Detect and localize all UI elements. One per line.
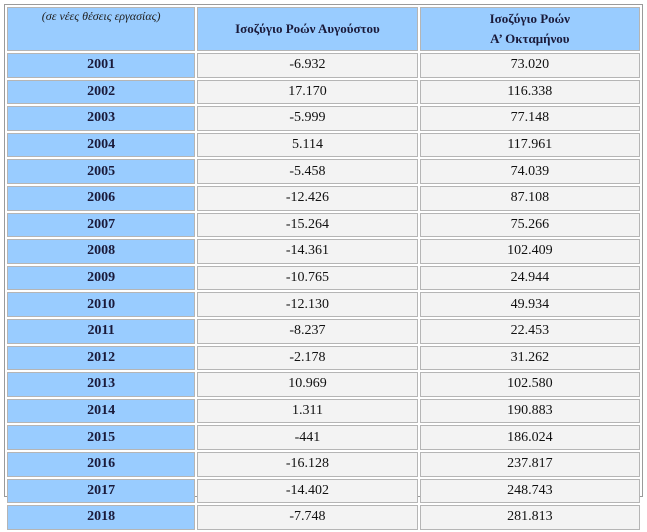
value-cell: 49.934 [419,292,640,317]
header-cell: (σε νέες θέσεις εργασίας) [7,7,196,51]
value-cell: 281.813 [419,505,640,530]
table-row: 2015 -441 186.024 [7,425,640,450]
year-cell: 2009 [7,265,196,291]
table-row: 2007 -15.264 75.266 [7,212,640,238]
year-cell: 2002 [7,79,196,105]
table-row: 2010 -12.130 49.934 [7,292,640,317]
year-cell: 2014 [7,398,196,424]
header-cell: Ισοζύγιο Ροών Αυγούστου [197,7,418,51]
value-cell: 10.969 [197,372,418,397]
year-cell: 2013 [7,372,196,397]
year-cell: 2016 [7,451,196,477]
table-row: 2004 5.114 117.961 [7,132,640,158]
header-row: (σε νέες θέσεις εργασίας) Ισοζύγιο Ροών … [7,7,640,51]
table-row: 2001 -6.932 73.020 [7,53,640,78]
table-row: 2011 -8.237 22.453 [7,318,640,344]
value-cell: 102.409 [419,239,640,264]
table-row: 2016 -16.128 237.817 [7,451,640,477]
year-cell: 2010 [7,292,196,317]
value-cell: 5.114 [197,132,418,158]
value-cell: -5.458 [197,159,418,184]
value-cell: -14.402 [197,478,418,504]
data-table: (σε νέες θέσεις εργασίας) Ισοζύγιο Ροών … [5,5,642,532]
value-cell: -10.765 [197,265,418,291]
year-cell: 2007 [7,212,196,238]
year-cell: 2005 [7,159,196,184]
year-cell: 2011 [7,318,196,344]
value-cell: -441 [197,425,418,450]
value-cell: 24.944 [419,265,640,291]
header-cell: Ισοζύγιο Ροών Α’ Οκταμήνου [419,7,640,51]
value-cell: -12.426 [197,185,418,211]
value-cell: 31.262 [419,345,640,371]
table-row: 2005 -5.458 74.039 [7,159,640,184]
table-body: (σε νέες θέσεις εργασίας) Ισοζύγιο Ροών … [7,7,640,530]
year-cell: 2006 [7,185,196,211]
table-row: 2017 -14.402 248.743 [7,478,640,504]
value-cell: -7.748 [197,505,418,530]
value-cell: 87.108 [419,185,640,211]
year-cell: 2017 [7,478,196,504]
year-cell: 2004 [7,132,196,158]
value-cell: 248.743 [419,478,640,504]
value-cell: -14.361 [197,239,418,264]
year-cell: 2018 [7,505,196,530]
table-row: 2012 -2.178 31.262 [7,345,640,371]
value-cell: -5.999 [197,106,418,131]
table-row: 2008 -14.361 102.409 [7,239,640,264]
table-row: 2013 10.969 102.580 [7,372,640,397]
value-cell: 75.266 [419,212,640,238]
year-cell: 2015 [7,425,196,450]
value-cell: -2.178 [197,345,418,371]
table-row: 2014 1.311 190.883 [7,398,640,424]
year-cell: 2012 [7,345,196,371]
value-cell: 237.817 [419,451,640,477]
value-cell: 73.020 [419,53,640,78]
value-cell: 74.039 [419,159,640,184]
table-row: 2009 -10.765 24.944 [7,265,640,291]
value-cell: -15.264 [197,212,418,238]
year-cell: 2001 [7,53,196,78]
table-row: 2006 -12.426 87.108 [7,185,640,211]
table-frame: (σε νέες θέσεις εργασίας) Ισοζύγιο Ροών … [4,4,643,530]
value-cell: 77.148 [419,106,640,131]
value-cell: -8.237 [197,318,418,344]
value-cell: 186.024 [419,425,640,450]
table-row: 2018 -7.748 281.813 [7,505,640,530]
value-cell: 117.961 [419,132,640,158]
value-cell: -12.130 [197,292,418,317]
header-line: Α’ Οκταμήνου [490,31,570,46]
value-cell: 17.170 [197,79,418,105]
value-cell: 116.338 [419,79,640,105]
value-cell: 22.453 [419,318,640,344]
value-cell: 1.311 [197,398,418,424]
table-row: 2003 -5.999 77.148 [7,106,640,131]
table-row: 2002 17.170 116.338 [7,79,640,105]
value-cell: -16.128 [197,451,418,477]
year-cell: 2008 [7,239,196,264]
header-line: Ισοζύγιο Ροών [489,11,570,26]
value-cell: 102.580 [419,372,640,397]
value-cell: -6.932 [197,53,418,78]
year-cell: 2003 [7,106,196,131]
value-cell: 190.883 [419,398,640,424]
